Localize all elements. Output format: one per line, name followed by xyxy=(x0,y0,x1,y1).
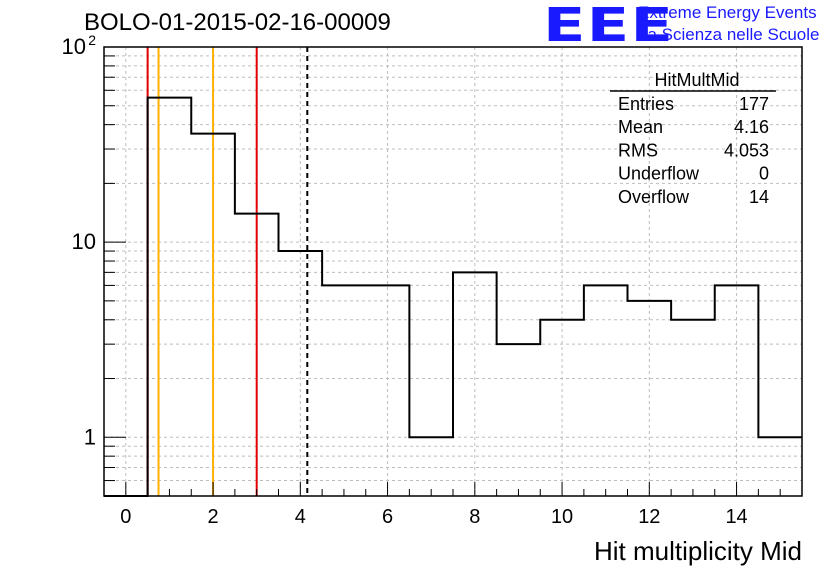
histogram-bin xyxy=(148,98,192,496)
x-tick-label: 4 xyxy=(295,506,306,528)
run-title: BOLO-01-2015-02-16-00009 xyxy=(84,9,391,36)
y-tick-exponent: 2 xyxy=(88,32,96,48)
logo-line-1: Extreme Energy Events xyxy=(638,3,817,22)
stats-row-value: 4.16 xyxy=(734,117,769,137)
stats-row-label: RMS xyxy=(618,140,658,160)
stats-row-label: Underflow xyxy=(618,164,700,184)
stats-row-value: 177 xyxy=(739,94,769,114)
y-tick-label: 10 xyxy=(62,34,86,59)
stats-row-label: Entries xyxy=(618,94,674,114)
histogram-bin xyxy=(671,320,715,496)
stats-row-value: 14 xyxy=(749,187,769,207)
x-tick-label: 8 xyxy=(469,506,480,528)
histogram-outline xyxy=(104,96,802,497)
x-tick-label: 12 xyxy=(638,506,660,528)
x-tick-label: 2 xyxy=(208,506,219,528)
y-tick-label: 1 xyxy=(84,424,96,449)
logo-line-2: La Scienza nelle Scuole xyxy=(638,25,820,44)
histogram-bin xyxy=(584,285,628,496)
stats-box: HitMultMid Entries 177 Mean 4.16 RMS 4.053 Unde… xyxy=(610,70,776,207)
marker-layer xyxy=(146,47,309,496)
histogram-layer xyxy=(104,96,802,497)
y-tick-label: 10 xyxy=(72,229,96,254)
x-tick-label: 14 xyxy=(725,506,747,528)
histogram-bin xyxy=(497,344,541,496)
eee-logo: EEE xyxy=(543,0,675,52)
stats-row-label: Overflow xyxy=(618,187,690,207)
x-tick-label: 6 xyxy=(382,506,393,528)
stats-row-value: 4.053 xyxy=(724,140,769,160)
stats-row-label: Mean xyxy=(618,117,663,137)
x-axis-label: Hit multiplicity Mid xyxy=(594,536,802,566)
x-tick-label: 0 xyxy=(120,506,131,528)
stats-row-value: 0 xyxy=(759,164,769,184)
tick-layer xyxy=(104,46,781,497)
histogram-bin xyxy=(322,285,366,496)
stats-title: HitMultMid xyxy=(654,70,739,90)
x-tick-label: 10 xyxy=(551,506,573,528)
